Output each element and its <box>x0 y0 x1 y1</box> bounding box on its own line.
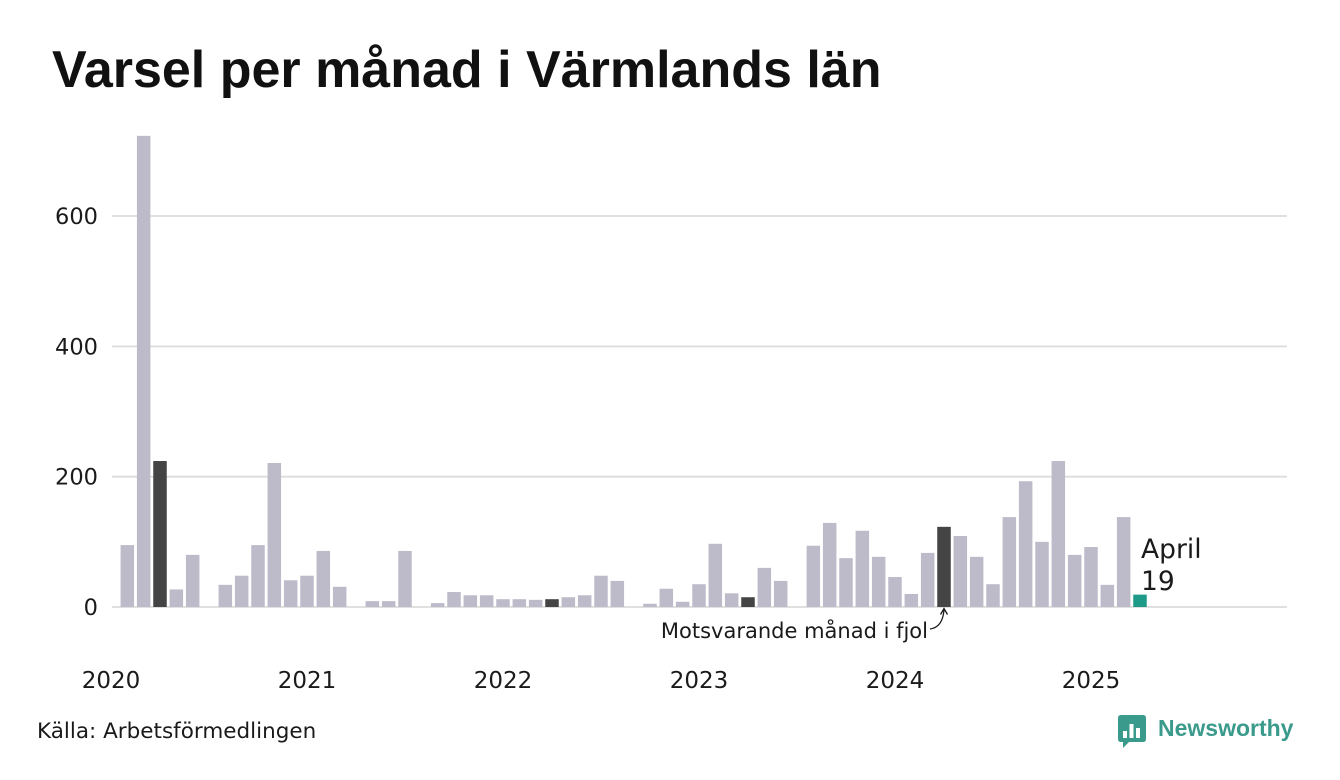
x-tick-label: 2023 <box>670 668 729 694</box>
bar-2020-11 <box>267 462 282 607</box>
bar-2023-08 <box>806 545 821 607</box>
bar-2023-10 <box>839 558 853 607</box>
x-tick-label: 2022 <box>474 668 533 694</box>
bar-2023-03 <box>724 593 739 607</box>
bar-2022-11 <box>659 588 674 607</box>
bar-2020-03 <box>136 135 151 608</box>
bar-2022-01 <box>496 599 510 607</box>
annotation-text: Motsvarande månad i fjol <box>661 618 928 643</box>
bar-2020-05 <box>169 589 184 607</box>
latest-value: 19 <box>1141 566 1175 597</box>
bar-2024-09 <box>1018 481 1033 607</box>
bar-2023-09 <box>822 522 837 607</box>
bar-2022-06 <box>577 595 592 607</box>
bar-2022-02 <box>512 599 527 607</box>
bar-2021-09 <box>430 603 445 607</box>
bar-2022-10 <box>643 603 657 607</box>
x-tick-label: 2020 <box>82 668 141 694</box>
bar-2025-03 <box>1116 517 1131 607</box>
logo-bar-3 <box>1136 728 1140 738</box>
bar-2021-10 <box>447 592 461 607</box>
bar-2023-04 <box>741 597 755 607</box>
bar-2020-08 <box>218 584 233 607</box>
bar-2021-02 <box>316 550 331 607</box>
y-axis-labels: 0 200 400 600 <box>55 204 98 621</box>
bar-2020-09 <box>234 575 249 607</box>
bar-2020-02 <box>120 545 135 607</box>
bar-2024-08 <box>1002 517 1017 607</box>
bar-2020-10 <box>251 545 265 607</box>
bar-2021-01 <box>300 575 314 607</box>
bar-2020-12 <box>283 580 298 607</box>
bar-2020-04 <box>153 461 167 607</box>
chart-title: Varsel per månad i Värmlands län <box>52 41 882 99</box>
annotation: Motsvarande månad i fjol <box>661 607 949 643</box>
bar-2023-12 <box>871 556 886 607</box>
bar-2022-03 <box>528 599 543 607</box>
y-tick-label: 400 <box>55 334 98 360</box>
bar-2024-03 <box>920 552 935 607</box>
bar-2024-06 <box>969 556 984 607</box>
x-tick-label: 2021 <box>278 668 337 694</box>
bar-2024-04 <box>937 526 951 607</box>
y-tick-label: 0 <box>84 595 98 621</box>
x-tick-label: 2024 <box>866 668 925 694</box>
bar-2025-04 <box>1133 594 1147 607</box>
bar-2021-11 <box>463 595 478 607</box>
latest-month-label: April <box>1141 534 1202 565</box>
y-tick-label: 600 <box>55 204 98 230</box>
bar-2023-11 <box>855 530 870 607</box>
bar-2023-05 <box>757 567 772 607</box>
newsworthy-logo-icon <box>1118 715 1146 748</box>
bar-2021-03 <box>332 586 347 607</box>
x-axis-labels: 2020 2021 2022 2023 2024 2025 <box>82 668 1121 694</box>
bar-2022-12 <box>675 601 690 607</box>
bar-2023-02 <box>708 543 723 607</box>
bar-2021-07 <box>398 550 412 607</box>
y-tick-label: 200 <box>55 465 98 491</box>
bar-2023-06 <box>773 580 788 607</box>
bar-2025-01 <box>1084 547 1098 607</box>
bar-2024-10 <box>1035 541 1049 607</box>
logo-bar-2 <box>1129 724 1134 738</box>
annotation-arrow <box>929 609 945 630</box>
x-tick-label: 2025 <box>1062 668 1121 694</box>
bar-2021-12 <box>479 595 494 607</box>
bar-2023-01 <box>692 584 706 607</box>
bar-2024-01 <box>888 577 902 607</box>
gridlines <box>112 215 1287 608</box>
bar-2024-12 <box>1067 554 1082 607</box>
bar-2022-08 <box>610 580 625 607</box>
bars <box>120 135 1147 608</box>
bar-2024-05 <box>953 535 968 607</box>
bar-2021-06 <box>381 601 396 607</box>
bar-2021-05 <box>365 601 380 607</box>
bar-2025-02 <box>1100 584 1115 607</box>
source-note: Källa: Arbetsförmedlingen <box>37 719 317 744</box>
bar-2024-02 <box>904 593 919 607</box>
bar-2020-06 <box>185 554 200 607</box>
bar-2022-05 <box>561 597 576 607</box>
logo-bar-1 <box>1123 731 1127 738</box>
brand-name: Newsworthy <box>1158 715 1294 741</box>
bar-2024-07 <box>986 584 1000 607</box>
bar-2022-07 <box>594 575 608 607</box>
bar-2024-11 <box>1051 461 1066 607</box>
annotation-arrowhead <box>939 607 949 615</box>
bar-2022-04 <box>545 599 559 607</box>
